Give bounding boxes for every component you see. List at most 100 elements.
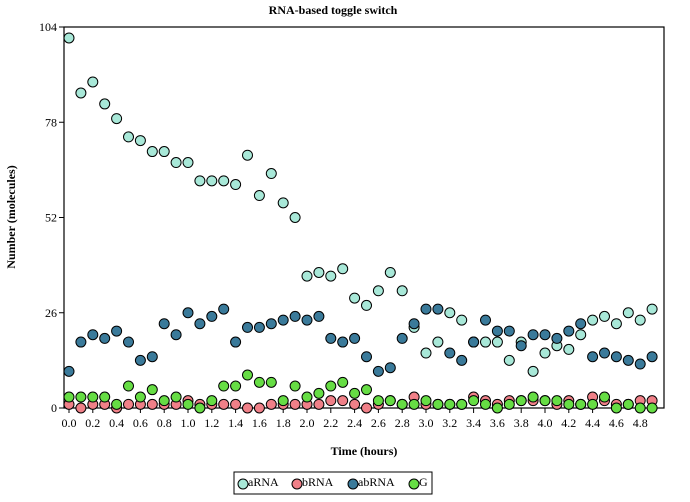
g-point — [432, 398, 444, 410]
arna-point — [384, 266, 396, 278]
abrna-point — [456, 354, 468, 366]
x-tick-label: 2.6 — [371, 416, 386, 430]
g-point — [384, 395, 396, 407]
x-axis-label: Time (hours) — [331, 444, 398, 458]
abrna-point — [111, 325, 123, 337]
legend-marker-g — [408, 478, 420, 490]
abrna-point — [527, 329, 539, 341]
g-point — [539, 395, 551, 407]
x-tick-label: 4.0 — [538, 416, 553, 430]
x-tick-label: 3.0 — [419, 416, 434, 430]
g-point — [99, 391, 111, 403]
arna-point — [134, 135, 146, 147]
arna-point — [99, 98, 111, 110]
abrna-point — [325, 332, 337, 344]
arna-point — [87, 76, 99, 88]
g-point — [515, 395, 527, 407]
arna-point — [218, 175, 230, 187]
abrna-point — [134, 354, 146, 366]
arna-point — [242, 149, 253, 161]
abrna-point — [99, 332, 111, 344]
abrna-point — [170, 329, 182, 341]
g-point — [527, 391, 539, 403]
g-point — [599, 391, 610, 403]
arna-point — [420, 347, 432, 359]
legend-label-g: G — [419, 475, 428, 489]
abrna-point — [408, 318, 420, 330]
legend-marker-brna — [291, 478, 303, 490]
arna-point — [349, 292, 361, 304]
brna-point — [123, 398, 134, 410]
arna-point — [75, 87, 87, 99]
g-point — [158, 395, 170, 407]
g-point — [265, 376, 277, 388]
x-tick-label: 2.2 — [323, 416, 338, 430]
g-point — [313, 387, 325, 399]
arna-point — [444, 307, 456, 319]
arna-point — [539, 347, 551, 359]
brna-point — [349, 398, 361, 410]
brna-point — [289, 398, 301, 410]
arna-point — [503, 354, 515, 366]
abrna-point — [182, 307, 194, 319]
legend-box — [233, 471, 433, 495]
legend-marker-abrna — [347, 478, 359, 490]
arna-point — [372, 285, 384, 297]
abrna-point — [503, 325, 515, 337]
abrna-point — [206, 310, 218, 322]
abrna-point — [575, 318, 587, 330]
abrna-point — [301, 314, 313, 326]
arna-point — [361, 299, 372, 311]
y-tick-label: 78 — [45, 115, 57, 129]
arna-point — [491, 336, 503, 348]
brna-point — [361, 402, 372, 414]
arna-point — [575, 329, 587, 341]
brna-point — [242, 402, 253, 414]
legend-label-brna: bRNA — [302, 475, 334, 489]
g-point — [634, 402, 646, 414]
abrna-point — [123, 336, 134, 348]
abrna-point — [420, 303, 432, 315]
abrna-point — [432, 303, 444, 315]
g-point — [75, 391, 87, 403]
abrna-point — [194, 318, 206, 330]
brna-point — [337, 395, 349, 407]
g-point — [253, 376, 265, 388]
g-point — [622, 398, 634, 410]
plot-area — [63, 26, 665, 409]
g-point — [218, 380, 230, 392]
g-point — [277, 395, 289, 407]
arna-point — [432, 336, 444, 348]
brna-point — [313, 398, 325, 410]
abrna-point — [539, 329, 551, 341]
g-point — [63, 391, 75, 403]
abrna-point — [349, 332, 361, 344]
y-axis: 0 26 52 78 104 — [39, 20, 64, 415]
y-tick-label: 52 — [45, 211, 57, 225]
abrna-point — [384, 362, 396, 374]
abrna-point — [87, 329, 99, 341]
abrna-point — [63, 365, 75, 377]
abrna-point — [146, 351, 158, 363]
x-tick-label: 1.8 — [276, 416, 291, 430]
x-tick-label: 1.2 — [204, 416, 219, 430]
g-point — [146, 384, 158, 396]
x-tick-label: 3.8 — [514, 416, 529, 430]
g-point — [206, 395, 218, 407]
g-point — [444, 398, 456, 410]
abrna-point — [253, 321, 265, 333]
abrna-point — [337, 336, 349, 348]
g-point — [480, 398, 491, 410]
abrna-point — [277, 314, 289, 326]
brna-point — [230, 398, 242, 410]
abrna-point — [265, 318, 277, 330]
abrna-point — [396, 332, 408, 344]
chart-title: RNA-based toggle switch — [269, 3, 398, 17]
y-axis-label: Number (molecules) — [4, 165, 18, 268]
abrna-point — [610, 351, 622, 363]
brna-point — [265, 398, 277, 410]
x-tick-label: 0.2 — [85, 416, 100, 430]
arna-point — [206, 175, 218, 187]
x-tick-label: 0.6 — [133, 416, 148, 430]
